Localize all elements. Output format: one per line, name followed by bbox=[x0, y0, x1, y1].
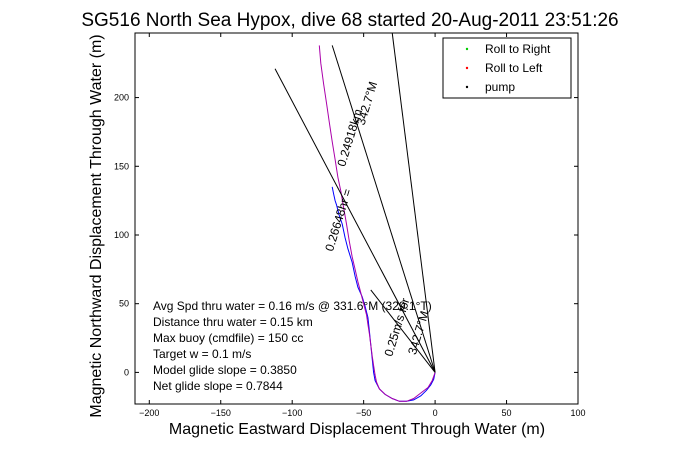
legend-label: Roll to Right bbox=[485, 42, 551, 56]
legend-marker bbox=[465, 47, 469, 51]
legend-box bbox=[442, 37, 572, 99]
x-tick-label: −50 bbox=[356, 408, 371, 418]
vector-lines-layer bbox=[274, 32, 436, 373]
y-tick-label: 100 bbox=[114, 230, 129, 240]
heading-line-1 bbox=[274, 68, 436, 373]
chart-title: SG516 North Sea Hypox, dive 68 started 2… bbox=[81, 10, 618, 31]
y-tick-label: 50 bbox=[119, 299, 129, 309]
summary-line: Model glide slope = 0.3850 bbox=[153, 363, 297, 377]
summary-line: Max buoy (cmdfile) = 150 cc bbox=[153, 331, 303, 345]
legend-marker bbox=[465, 66, 469, 70]
summary-line: Avg Spd thru water = 0.16 m/s @ 331.6°M … bbox=[153, 299, 432, 313]
summary-line: Target w = 0.1 m/s bbox=[153, 347, 251, 361]
x-tick-label: 0 bbox=[433, 408, 438, 418]
legend-marker bbox=[465, 85, 469, 89]
y-tick-label: 150 bbox=[114, 161, 129, 171]
x-tick-label: −100 bbox=[282, 408, 302, 418]
legend-label: Roll to Left bbox=[485, 61, 543, 75]
y-tick-label: 200 bbox=[114, 93, 129, 103]
y-tick-label: 0 bbox=[124, 367, 129, 377]
x-tick-label: −200 bbox=[139, 408, 159, 418]
summary-line: Net glide slope = 0.7844 bbox=[153, 379, 283, 393]
heading-line-3 bbox=[331, 45, 436, 373]
heading-line-4 bbox=[370, 289, 436, 373]
summary-annotations: Avg Spd thru water = 0.16 m/s @ 331.6°M … bbox=[153, 299, 432, 393]
series-layer bbox=[318, 45, 436, 402]
ticks-layer: −200 −150 −100 −50 0 50 100 0 50 100 150 200 bbox=[114, 33, 586, 418]
y-axis-label: Magnetic Northward Displacement Through … bbox=[88, 34, 105, 417]
series-line-2 bbox=[318, 45, 436, 402]
summary-line: Distance thru water = 0.15 km bbox=[153, 315, 313, 329]
legend: Roll to Right Roll to Left pump bbox=[442, 37, 572, 99]
heading-line-2 bbox=[391, 32, 436, 373]
x-tick-label: −150 bbox=[211, 408, 231, 418]
x-tick-label: 100 bbox=[570, 408, 585, 418]
legend-label: pump bbox=[485, 80, 515, 94]
x-axis-label: Magnetic Eastward Displacement Through W… bbox=[169, 421, 545, 438]
x-tick-label: 50 bbox=[502, 408, 512, 418]
